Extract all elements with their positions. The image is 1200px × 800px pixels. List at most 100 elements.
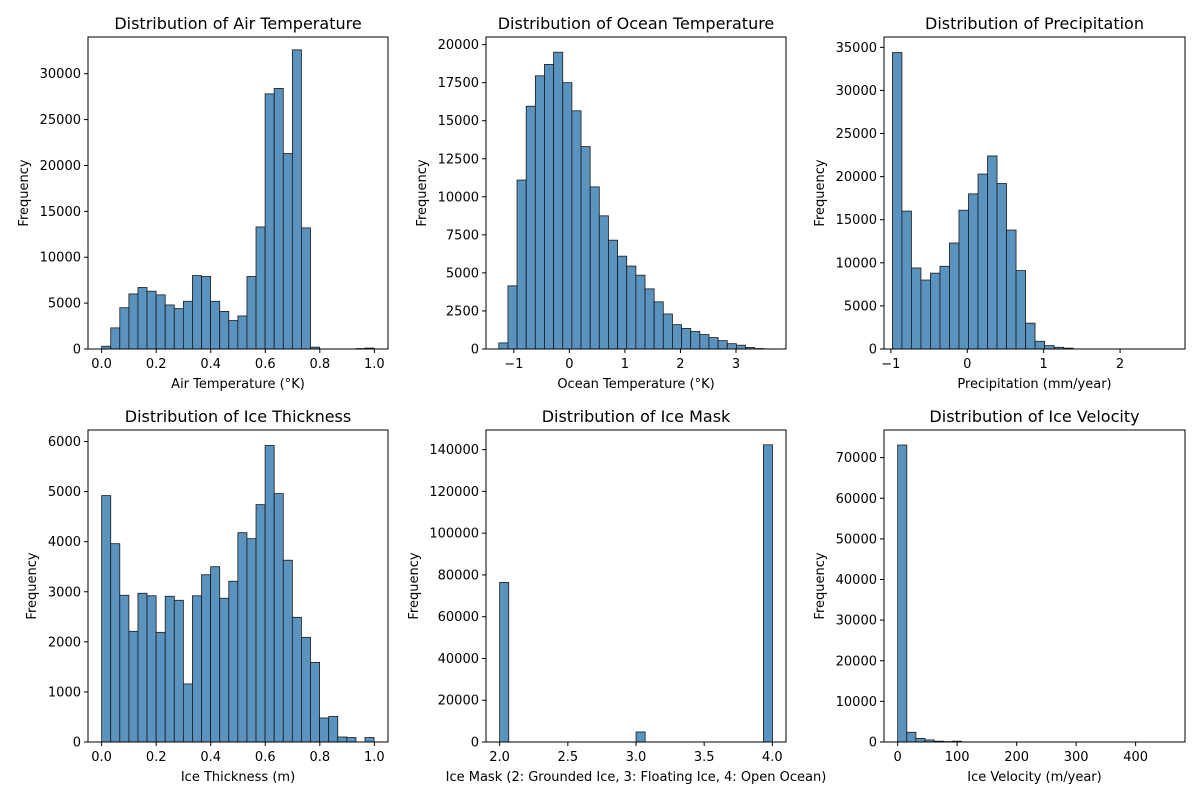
histogram-bar — [717, 340, 728, 350]
x-axis-label: Ice Mask (2: Grounded Ice, 3: Floating I… — [446, 770, 827, 785]
y-tick-label: 140000 — [429, 443, 479, 458]
histogram-bar — [598, 215, 609, 350]
chart-panel-0: 0.0 0.2 0.4 0.6 0.8 1.0 0 5000 10000 15000 20000 25… — [17, 14, 389, 392]
y-tick-label: 7500 — [446, 228, 479, 243]
x-axis-label: Ice Thickness (m) — [181, 770, 295, 785]
x-tick-label: 0.8 — [309, 750, 330, 765]
histogram-bar — [346, 737, 357, 743]
x-axis-label: Ice Velocity (m/year) — [967, 770, 1101, 785]
histogram-bar — [173, 599, 184, 743]
y-tick-label: 10000 — [836, 695, 877, 710]
histogram-bar — [201, 574, 212, 743]
y-tick-label: 10000 — [438, 190, 479, 205]
histogram-bar — [119, 307, 130, 350]
x-tick-label: 0.0 — [91, 357, 112, 372]
y-tick-label: 25000 — [836, 127, 877, 142]
histogram-bar — [137, 592, 148, 743]
y-tick-label: 0 — [471, 736, 479, 751]
y-tick-label: 17500 — [438, 76, 479, 91]
histogram-bar — [608, 239, 618, 350]
x-tick-label: 0.6 — [255, 750, 276, 765]
histogram-bar — [897, 444, 908, 743]
chart-panel-2: −1 0 1 2 0 5000 10000 15000 20000 25000 30000 35000… — [813, 14, 1186, 392]
x-tick-label: 1.0 — [364, 357, 385, 372]
histogram-bar — [146, 290, 157, 350]
y-tick-label: 0 — [869, 343, 877, 358]
x-tick-label: 0 — [894, 750, 902, 765]
histogram-bar — [920, 279, 931, 350]
histogram-bar — [291, 49, 302, 350]
x-tick-label: 3.0 — [626, 750, 647, 765]
histogram-bar — [173, 308, 184, 350]
histogram-bar — [228, 320, 239, 350]
x-tick-label: 1 — [1040, 357, 1048, 372]
histogram-bar — [1006, 229, 1017, 350]
x-tick-label: −1 — [504, 357, 523, 372]
chart-panel-5: 0 100 200 300 400 0 10000 20000 30000 40000 50000 6… — [813, 407, 1186, 785]
x-tick-label: 0.6 — [255, 357, 276, 372]
y-axis-label: Frequency — [415, 159, 430, 226]
y-tick-label: 20000 — [438, 694, 479, 709]
histogram-bar — [192, 595, 202, 743]
histogram-bar — [255, 226, 266, 350]
x-tick-label: 2.5 — [557, 750, 578, 765]
chart-panel-4: 2.0 2.5 3.0 3.5 4.0 0 20000 40000 60000 80000 1000… — [407, 407, 827, 785]
histogram-bar — [635, 274, 646, 350]
histogram-bar — [589, 186, 600, 350]
y-tick-label: 20000 — [40, 159, 81, 174]
histogram-bar — [155, 294, 166, 350]
histogram-bar — [968, 193, 979, 350]
y-tick-label: 3000 — [48, 585, 81, 600]
histogram-bar — [949, 242, 960, 350]
histogram-bar — [137, 287, 148, 350]
y-tick-label: 5000 — [844, 299, 877, 314]
histogram-bar — [525, 105, 536, 350]
histogram-bar — [507, 285, 518, 350]
chart-title: Distribution of Air Temperature — [114, 14, 361, 33]
histogram-bar — [1025, 322, 1036, 350]
histogram-bar — [264, 93, 275, 350]
histogram-bar — [892, 52, 903, 350]
histogram-bar — [364, 737, 375, 743]
chart-title: Distribution of Ice Thickness — [125, 407, 351, 426]
x-tick-label: 0.2 — [146, 750, 167, 765]
x-tick-label: 0.4 — [200, 357, 221, 372]
chart-title: Distribution of Ice Mask — [542, 407, 731, 426]
y-tick-label: 30000 — [836, 614, 877, 629]
histogram-bar — [499, 582, 510, 743]
chart-title: Distribution of Ice Velocity — [929, 407, 1139, 426]
histogram-bar — [681, 328, 692, 350]
histogram-bar — [699, 334, 710, 350]
histogram-bar — [662, 313, 673, 350]
x-tick-label: 3 — [732, 357, 740, 372]
x-axis-label: Ocean Temperature (°K) — [557, 377, 714, 392]
y-tick-label: 20000 — [836, 170, 877, 185]
y-axis-label: Frequency — [813, 552, 828, 619]
histogram-bar — [553, 51, 564, 350]
y-tick-label: 30000 — [40, 67, 81, 82]
histogram-bar — [516, 179, 527, 350]
x-tick-label: 2.0 — [489, 750, 510, 765]
histogram-bar — [264, 445, 275, 743]
y-tick-label: 0 — [869, 736, 877, 751]
histogram-bar — [219, 310, 230, 350]
histogram-bar — [498, 342, 509, 350]
histogram-bar — [958, 209, 969, 350]
y-tick-label: 50000 — [836, 532, 877, 547]
histogram-bar — [726, 343, 737, 350]
histogram-bar — [164, 304, 175, 350]
y-tick-label: 12500 — [438, 152, 479, 167]
x-tick-label: 2 — [676, 357, 684, 372]
histogram-bar — [237, 315, 248, 350]
y-tick-label: 0 — [73, 736, 81, 751]
x-tick-label: −1 — [881, 357, 900, 372]
histogram-bar — [1044, 345, 1055, 350]
histogram-bar — [164, 595, 175, 743]
histogram-bar — [291, 616, 302, 743]
x-tick-label: 2 — [1116, 357, 1124, 372]
y-tick-label: 15000 — [438, 114, 479, 129]
histogram-bar — [544, 63, 555, 350]
histogram-bar — [282, 559, 293, 743]
y-tick-label: 15000 — [40, 205, 81, 220]
